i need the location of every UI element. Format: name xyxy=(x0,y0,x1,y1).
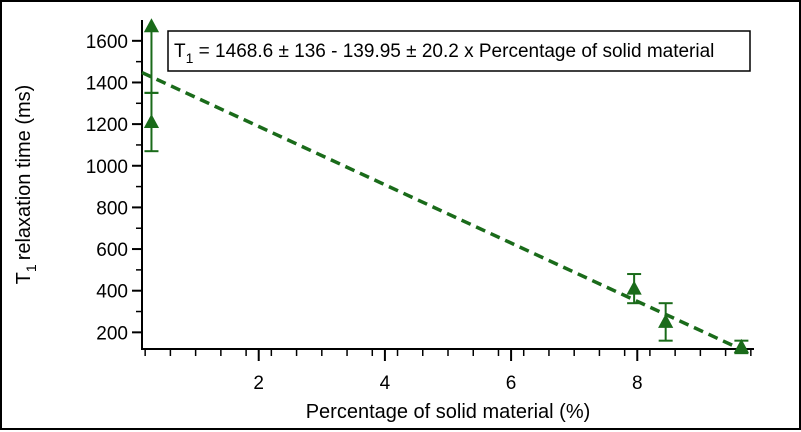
equation-box xyxy=(167,30,751,72)
y-tick-label: 600 xyxy=(96,240,128,261)
y-axis-title-symbol: T xyxy=(13,272,35,284)
x-ticks: 2 4 6 8 xyxy=(144,349,752,394)
y-axis-title-subscript: 1 xyxy=(23,264,39,272)
x-tick-label: 4 xyxy=(380,373,391,394)
data-points xyxy=(143,18,749,355)
data-point xyxy=(143,91,160,153)
y-tick-label: 200 xyxy=(96,323,128,344)
data-point xyxy=(658,302,674,342)
y-axis-title-text: relaxation time (ms) xyxy=(13,85,35,261)
y-tick-label: 1200 xyxy=(86,115,128,136)
triangle-marker xyxy=(733,338,749,353)
x-tick-label: 2 xyxy=(253,373,264,394)
fit-line xyxy=(141,70,749,354)
equation-subscript: 1 xyxy=(186,50,194,66)
y-tick-label: 1000 xyxy=(86,157,128,178)
x-tick-label: 6 xyxy=(506,373,517,394)
y-tick-label: 1600 xyxy=(86,32,128,53)
data-point xyxy=(143,18,160,94)
equation-text: T1 = 1468.6 ± 136 - 139.95 ± 20.2 x Perc… xyxy=(174,41,714,66)
y-tick-label: 1400 xyxy=(86,73,128,94)
y-ticks: 200 400 600 800 1000 1200 1400 1600 xyxy=(86,32,142,344)
y-tick-label: 400 xyxy=(96,282,128,303)
x-axis-title: Percentage of solid material (%) xyxy=(306,401,591,423)
triangle-marker xyxy=(143,18,160,33)
fit-line-group xyxy=(141,70,749,354)
equation-annotation: T1 = 1468.6 ± 136 - 139.95 ± 20.2 x Perc… xyxy=(167,30,751,72)
equation-body: = 1468.6 ± 136 - 139.95 ± 20.2 x Percent… xyxy=(193,41,714,62)
data-point xyxy=(626,273,642,305)
equation-symbol: T xyxy=(174,41,186,62)
triangle-marker xyxy=(626,280,642,295)
triangle-marker xyxy=(658,313,674,328)
y-tick-label: 800 xyxy=(96,198,128,219)
data-point xyxy=(733,338,749,355)
triangle-marker xyxy=(143,114,160,129)
x-tick-label: 8 xyxy=(632,373,643,394)
y-axis-title: T1 relaxation time (ms) xyxy=(13,85,39,285)
